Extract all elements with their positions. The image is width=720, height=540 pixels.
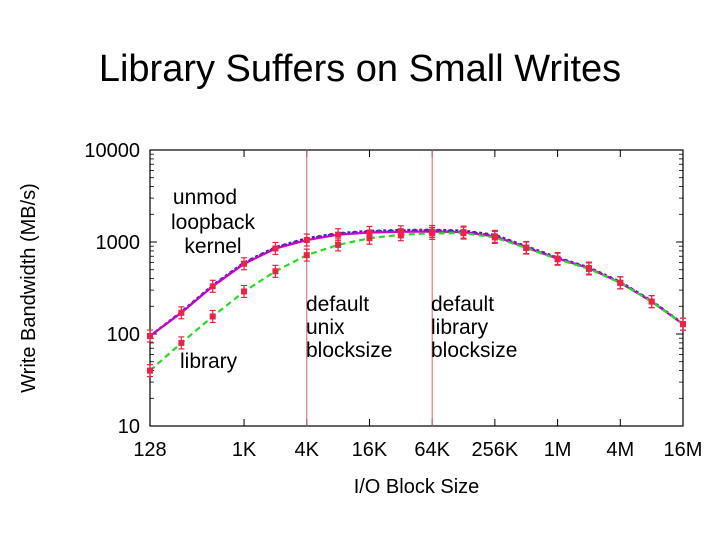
x-tick-label: 16M — [664, 439, 703, 461]
x-tick-label: 1M — [544, 439, 572, 461]
data-point-kernel — [209, 283, 216, 290]
y-tick-label: 10 — [118, 416, 140, 438]
data-point-kernel — [303, 237, 310, 244]
data-point-library — [680, 321, 686, 328]
annotation-default-library: blocksize — [431, 339, 517, 362]
data-point-kernel — [335, 231, 342, 238]
data-point-library — [241, 288, 248, 295]
slide-title: Library Suffers on Small Writes — [98, 48, 622, 90]
data-point-library — [585, 265, 592, 272]
y-tick-label: 100 — [107, 324, 140, 346]
data-point-library — [523, 245, 530, 252]
annotation-default-library: library — [431, 316, 489, 339]
data-point-kernel — [241, 260, 248, 267]
data-point-library — [147, 367, 153, 374]
data-point-library — [178, 339, 185, 346]
data-point-kernel — [147, 333, 153, 340]
annotation-library: library — [180, 350, 238, 373]
annotation-default-unix: unix — [306, 316, 345, 339]
data-point-library — [648, 298, 655, 305]
data-point-library — [617, 279, 624, 286]
data-point-library — [335, 241, 342, 248]
data-point-library — [366, 235, 373, 242]
y-tick-label: 10000 — [84, 140, 140, 162]
x-tick-label: 128 — [133, 439, 166, 461]
data-point-library — [429, 230, 436, 237]
x-tick-label: 1K — [232, 439, 257, 461]
x-tick-label: 4K — [295, 439, 320, 461]
y-axis-label: Write Bandwidth (MB/s) — [18, 183, 40, 393]
x-tick-label: 64K — [414, 439, 450, 461]
annotation-loopback: loopback — [171, 211, 256, 234]
x-tick-label: 16K — [352, 439, 388, 461]
data-point-kernel — [178, 309, 185, 316]
annotation-default-unix: default — [306, 293, 369, 316]
x-tick-label: 4M — [606, 439, 634, 461]
data-point-library — [272, 268, 279, 275]
x-tick-label: 256K — [472, 439, 519, 461]
data-point-library — [303, 252, 310, 259]
annotation-default-unix: blocksize — [306, 339, 392, 362]
data-point-library — [209, 313, 216, 320]
data-point-library — [491, 234, 498, 241]
series-line-library — [149, 231, 684, 372]
y-tick-label: 1000 — [96, 232, 141, 254]
annotation-default-library: default — [431, 293, 494, 316]
annotation-unmod: unmod — [173, 186, 237, 209]
plot-frame — [149, 149, 684, 427]
x-axis-label: I/O Block Size — [354, 476, 480, 498]
data-point-library — [460, 230, 467, 237]
annotation-kernel: kernel — [184, 235, 241, 258]
data-point-library — [554, 256, 561, 263]
data-point-kernel — [272, 245, 279, 252]
data-point-library — [397, 231, 404, 238]
